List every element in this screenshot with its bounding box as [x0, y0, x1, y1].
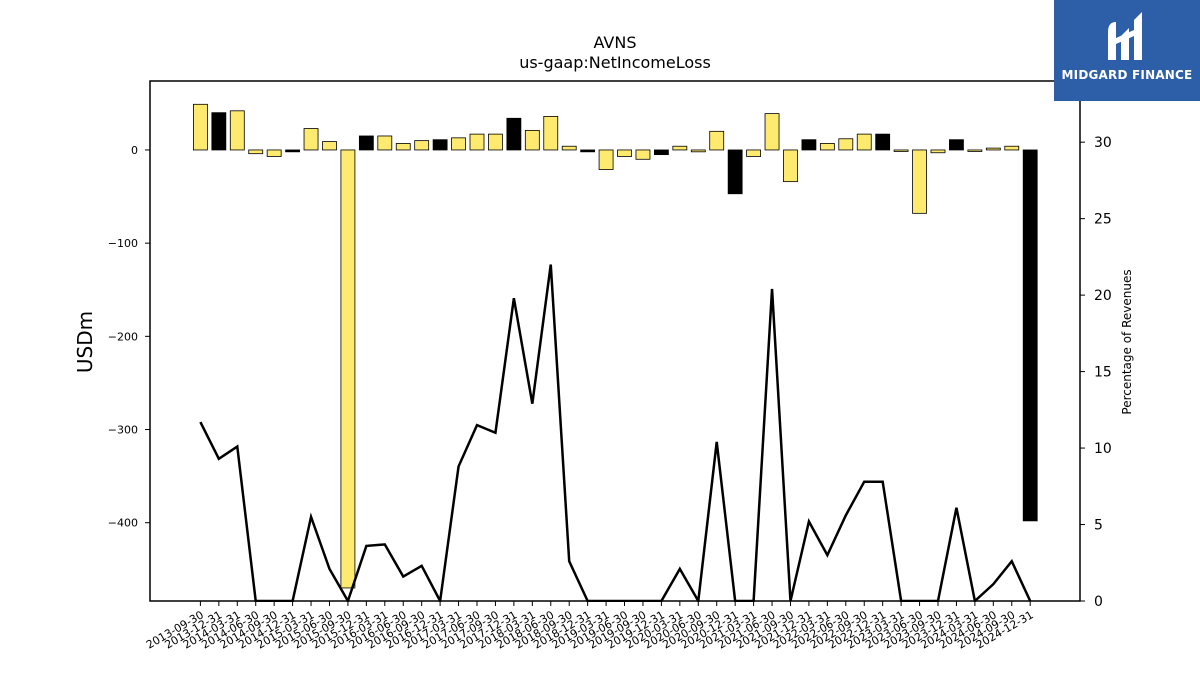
- y2-tick-label: 15: [1094, 365, 1112, 381]
- bar-2019-03-31: [598, 149, 614, 170]
- y-tick-label: −300: [108, 424, 138, 437]
- brand-logo: MIDGARD FINANCE: [1054, 0, 1200, 101]
- bar-2018-12-31: [580, 149, 596, 153]
- bar-2014-03-31: [229, 110, 245, 151]
- bar-2016-12-31: [432, 139, 448, 151]
- bar-2018-09-30: [561, 145, 577, 151]
- bar-2024-03-31: [967, 149, 983, 152]
- bar-series: [192, 103, 1038, 589]
- bar-2018-06-30: [543, 116, 559, 151]
- bar-2019-09-30: [635, 149, 651, 160]
- bar-2013-09-30: [192, 103, 208, 151]
- bar-2013-12-31: [211, 112, 227, 151]
- y2-tick-label: 0: [1094, 594, 1103, 610]
- bar-2023-09-30: [930, 149, 946, 154]
- chart-subtitle: us-gaap:NetIncomeLoss: [519, 53, 711, 72]
- bar-2022-06-30: [838, 138, 854, 151]
- bar-2024-12-31: [1022, 149, 1038, 522]
- bar-2023-03-31: [893, 149, 909, 152]
- percentage-line: [199, 264, 1032, 606]
- line-series: [148, 264, 1082, 662]
- bar-2023-06-30: [912, 149, 927, 214]
- bar-2020-12-31: [727, 149, 743, 195]
- midgard-logo-icon: [1108, 12, 1142, 60]
- bar-2016-03-31: [377, 135, 393, 151]
- bar-2017-03-31: [451, 137, 466, 151]
- bar-2020-03-31: [672, 145, 688, 151]
- bar-2020-09-30: [709, 130, 725, 151]
- bar-2016-06-30: [395, 143, 411, 151]
- brand-name: MIDGARD FINANCE: [1061, 68, 1193, 82]
- bar-2024-09-30: [1004, 145, 1020, 151]
- y-tick-label: −200: [108, 330, 138, 343]
- bar-2015-06-30: [322, 141, 337, 151]
- bar-2015-12-31: [358, 135, 374, 151]
- y2-tick-label: 30: [1094, 135, 1112, 151]
- y-tick-label: −400: [108, 517, 138, 530]
- bar-2019-12-31: [654, 149, 669, 156]
- y2-tick-label: 25: [1094, 212, 1112, 228]
- plot-frame: [149, 80, 1081, 602]
- bar-2021-06-30: [764, 113, 780, 151]
- y2-tick-label: 5: [1094, 518, 1103, 534]
- bar-2014-09-30: [266, 149, 282, 157]
- y2-tick-label: 10: [1094, 441, 1112, 457]
- bar-2017-09-30: [488, 133, 503, 151]
- bar-2022-09-30: [856, 133, 872, 151]
- bar-2023-12-31: [949, 139, 964, 151]
- bar-2015-09-30: [340, 149, 356, 589]
- y2-axis-label: Percentage of Revenues: [1120, 269, 1134, 414]
- chart-title: AVNS: [594, 33, 637, 52]
- bar-2022-12-31: [875, 133, 891, 151]
- bar-2019-06-30: [617, 149, 632, 157]
- bar-2018-03-31: [524, 129, 540, 151]
- y2-tick-label: 20: [1094, 288, 1112, 304]
- bar-2014-06-30: [248, 149, 264, 155]
- bar-2015-03-31: [303, 128, 319, 151]
- clip-mask: [148, 602, 1082, 662]
- y-axis-label: USDm: [73, 311, 97, 373]
- y-tick-label: −100: [108, 237, 138, 250]
- bar-2016-09-30: [414, 140, 430, 151]
- bar-2021-12-31: [801, 139, 817, 151]
- bar-2020-06-30: [690, 149, 706, 153]
- bar-2014-12-31: [285, 149, 301, 153]
- y-tick-label: 0: [131, 144, 138, 157]
- bar-2021-03-31: [746, 149, 761, 157]
- bar-2017-12-31: [506, 117, 522, 151]
- bar-2024-06-30: [985, 147, 1001, 151]
- axes: 0−100−200−300−4000510152025302013-09-302…: [108, 80, 1112, 652]
- bar-2022-03-31: [819, 143, 835, 151]
- bar-2017-06-30: [469, 133, 485, 151]
- bar-2021-09-30: [783, 149, 798, 183]
